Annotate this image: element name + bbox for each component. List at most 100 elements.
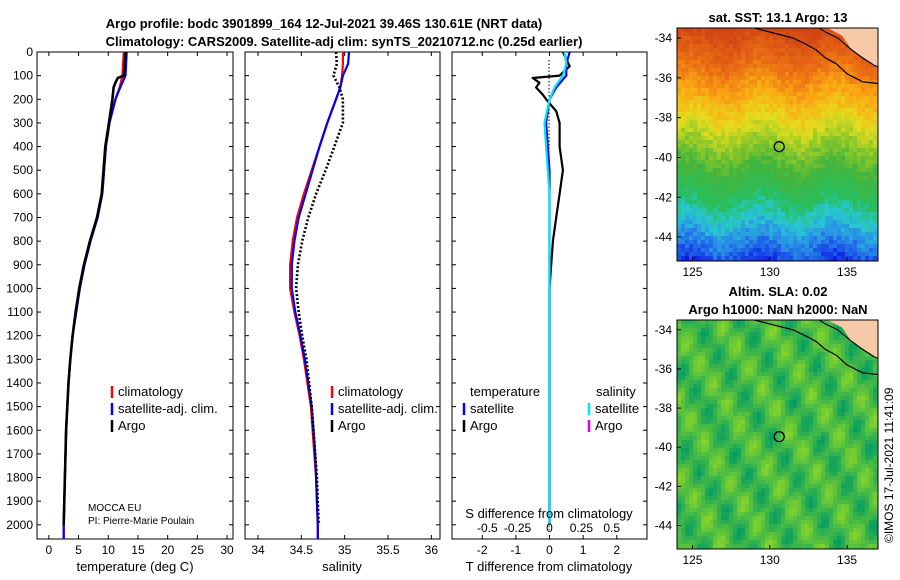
lon-tick-label: 135 xyxy=(837,265,857,279)
lon-tick-label: 125 xyxy=(682,553,702,567)
x-tick-label: 0 xyxy=(46,543,53,557)
legend-temperature-title: temperature xyxy=(470,384,540,399)
lat-tick-label: -44 xyxy=(655,230,673,244)
lat-tick-label: -34 xyxy=(655,323,673,337)
lat-tick-label: -42 xyxy=(655,190,673,204)
legend-salinity-title: salinity xyxy=(596,384,636,399)
y-tick-label: 1100 xyxy=(7,305,33,319)
y-tick-label: 200 xyxy=(13,92,33,106)
land-mass xyxy=(826,28,878,68)
x-tick-label: 0 xyxy=(546,543,553,557)
figure-title-line1: Argo profile: bodc 3901899_164 12-Jul-20… xyxy=(106,16,542,31)
x-tick-label: 25 xyxy=(191,543,205,557)
x-tick-label: 2 xyxy=(613,543,620,557)
s-x-tick-label: -0.25 xyxy=(504,521,532,535)
coastline xyxy=(818,320,878,359)
legend-temp-satellite-label: satellite xyxy=(470,401,514,416)
s-x-tick-label: 0.25 xyxy=(570,521,594,535)
x-tick-label: 35 xyxy=(338,543,352,557)
x-tick-label: 34.5 xyxy=(290,543,314,557)
imos-timestamp: ©IMOS 17-Jul-2021 11:41:09 xyxy=(882,387,896,543)
lat-tick-label: -40 xyxy=(655,440,673,454)
y-tick-label: 100 xyxy=(13,69,33,83)
x-tick-label: -2 xyxy=(477,543,488,557)
annotation-pi: PI: Pierre-Marie Poulain xyxy=(88,516,194,527)
x-tick-label: -1 xyxy=(511,543,522,557)
temperature-axes-frame xyxy=(36,51,234,540)
legend-argo-label: Argo xyxy=(118,418,145,433)
legend-sal-satellite-label: satellite xyxy=(595,401,639,416)
legend-satellite-label: satellite-adj. clim. xyxy=(118,401,218,416)
x-tick-label: 10 xyxy=(102,543,116,557)
lon-tick-label: 130 xyxy=(760,265,780,279)
s-x-tick-label: -0.5 xyxy=(477,521,498,535)
x-tick-label: 36 xyxy=(425,543,439,557)
x-tick-label: 34 xyxy=(251,543,265,557)
salinity-panel: 34 34.5 35 35.5 36 climatology satellite-adj… xyxy=(244,51,441,574)
s-x-tick-label: 0 xyxy=(546,521,553,535)
sst-map: sat. SST: 13.1 Argo: 13 125 130 135 -34 -36 -… xyxy=(655,10,879,279)
lat-tick-label: -38 xyxy=(655,111,673,125)
land-mass xyxy=(826,320,878,359)
lat-tick-label: -34 xyxy=(655,31,673,45)
y-tick-label: 1800 xyxy=(6,471,33,485)
sst-map-frame xyxy=(676,27,879,262)
y-tick-label: 1700 xyxy=(6,447,33,461)
figure-title-line2: Climatology: CARS2009. Satellite-adj cli… xyxy=(106,34,583,49)
x-tick-label: 5 xyxy=(75,543,82,557)
series-line-salinity-satellite xyxy=(543,52,568,525)
shelf-contour xyxy=(754,28,878,85)
t-difference-xlabel: T difference from climatology xyxy=(466,559,633,574)
temperature-xlabel: temperature (deg C) xyxy=(76,559,193,574)
legend-climatology-label: climatology xyxy=(338,384,404,399)
x-tick-label: 30 xyxy=(220,543,234,557)
sla-map-title: Altim. SLA: 0.02 xyxy=(729,284,828,299)
sla-map-frame xyxy=(676,319,879,550)
lon-tick-label: 130 xyxy=(760,553,780,567)
legend-temp-argo-label: Argo xyxy=(470,418,497,433)
series-line-argo xyxy=(294,52,345,525)
y-tick-label: 1900 xyxy=(6,494,33,508)
y-tick-label: 600 xyxy=(13,187,33,201)
sla-map-subtitle: Argo h1000: NaN h2000: NaN xyxy=(688,302,867,317)
shelf-contour xyxy=(754,320,878,376)
s-x-tick-label: 0.5 xyxy=(603,521,620,535)
legend-satellite-label: satellite-adj. clim. xyxy=(338,401,438,416)
argo-float-marker xyxy=(773,141,785,153)
temperature-panel: 0100200300400500600700800900100011001200… xyxy=(6,45,234,574)
difference-panel: -2 -1 0 1 2 temperature satellite Argo salin… xyxy=(451,51,648,574)
y-tick-label: 900 xyxy=(13,258,33,272)
y-tick-label: 1300 xyxy=(6,352,33,366)
x-tick-label: 20 xyxy=(161,543,175,557)
y-tick-label: 500 xyxy=(13,163,33,177)
lat-tick-label: -36 xyxy=(655,71,673,85)
lat-tick-label: -40 xyxy=(655,150,673,164)
salinity-axes-frame xyxy=(244,51,441,540)
x-tick-label: 15 xyxy=(131,543,145,557)
lat-tick-label: -42 xyxy=(655,479,673,493)
x-tick-label: 1 xyxy=(580,543,587,557)
y-tick-label: 1400 xyxy=(6,376,33,390)
y-tick-label: 2000 xyxy=(6,518,33,532)
annotation-project: MOCCA EU xyxy=(88,503,141,514)
s-difference-xlabel: S difference from climatology xyxy=(465,506,633,521)
y-tick-label: 1200 xyxy=(6,329,33,343)
y-tick-label: 700 xyxy=(13,210,33,224)
lat-tick-label: -38 xyxy=(655,401,673,415)
series-line-argo xyxy=(62,52,127,525)
salinity-xlabel: salinity xyxy=(322,559,362,574)
coastline xyxy=(818,28,878,68)
y-tick-label: 1500 xyxy=(6,400,33,414)
legend-climatology-label: climatology xyxy=(118,384,184,399)
legend-argo-label: Argo xyxy=(338,418,365,433)
y-tick-label: 400 xyxy=(13,140,33,154)
y-tick-label: 1600 xyxy=(6,423,33,437)
y-tick-label: 300 xyxy=(13,116,33,130)
sst-map-title: sat. SST: 13.1 Argo: 13 xyxy=(709,10,848,25)
y-tick-label: 0 xyxy=(26,45,33,59)
legend-sal-argo-label: Argo xyxy=(595,418,622,433)
lon-tick-label: 125 xyxy=(682,265,702,279)
lat-tick-label: -44 xyxy=(655,519,673,533)
lon-tick-label: 135 xyxy=(837,553,857,567)
